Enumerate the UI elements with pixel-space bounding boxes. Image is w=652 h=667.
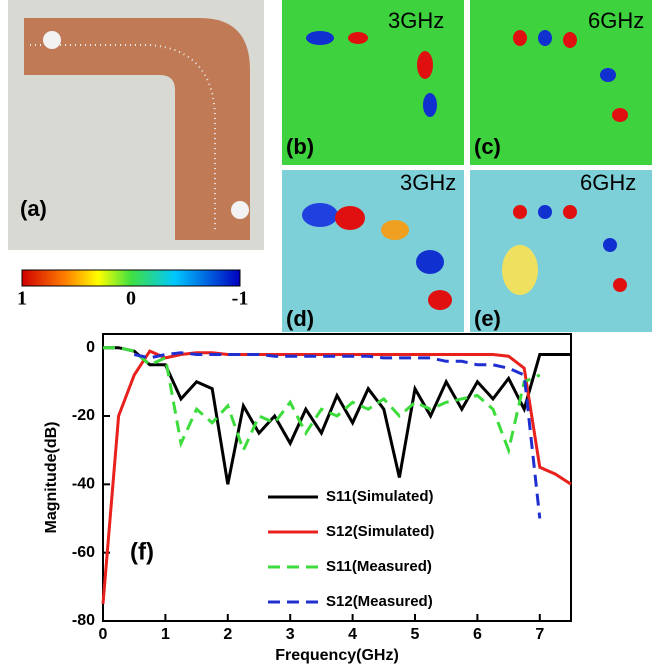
x-axis-label: Frequency(GHz) xyxy=(275,647,399,664)
x-tick-label: 1 xyxy=(161,626,170,643)
x-tick-label: 0 xyxy=(99,626,108,643)
x-tick-label: 6 xyxy=(473,626,482,643)
photo-panel: (a) xyxy=(8,0,264,250)
x-tick-label: 2 xyxy=(223,626,232,643)
x-tick-label: 3 xyxy=(286,626,295,643)
x-tick-label: 4 xyxy=(348,626,357,643)
panel-label: (b) xyxy=(286,134,314,159)
annotation: (f) xyxy=(130,538,154,565)
y-tick-label: -60 xyxy=(72,544,95,561)
y-tick-label: -20 xyxy=(72,407,95,424)
y-tick-label: -80 xyxy=(72,612,95,629)
colorbar-tick-label: -1 xyxy=(232,288,249,310)
series-line xyxy=(103,346,541,456)
legend-label: S11(Simulated) xyxy=(326,488,434,505)
colorbar-tick-label: 0 xyxy=(126,288,136,310)
panel-label: (c) xyxy=(474,134,501,159)
panel-label: (a) xyxy=(20,196,47,221)
series-line xyxy=(133,351,542,519)
legend-label: S12(Measured) xyxy=(326,593,433,610)
panel-label: (e) xyxy=(474,306,501,331)
x-tick-label: 7 xyxy=(535,626,544,643)
colorbar-tick-label: 1 xyxy=(17,288,27,310)
series-line xyxy=(101,349,572,605)
frequency-label: 3GHz xyxy=(388,8,444,33)
frequency-label: 3GHz xyxy=(400,170,456,195)
field-panel-d: 3GHz (d) xyxy=(282,170,464,332)
panel-label: (d) xyxy=(286,306,314,331)
field-panel-b: 3GHz (b) xyxy=(282,0,464,165)
plot-frame xyxy=(102,333,572,622)
field-panel-e: 6GHz (e) xyxy=(470,170,652,332)
y-tick-label: 0 xyxy=(86,339,95,356)
legend-label: S11(Measured) xyxy=(326,558,432,575)
frequency-label: 6GHz xyxy=(580,170,636,195)
y-tick-label: -40 xyxy=(72,476,95,493)
field-panel-c: 6GHz (c) xyxy=(470,0,652,165)
series-line xyxy=(103,346,571,485)
frequency-label: 6GHz xyxy=(588,8,644,33)
y-axis-label: Magnitude(dB) xyxy=(43,422,60,534)
legend-label: S12(Simulated) xyxy=(326,523,434,540)
x-tick-label: 5 xyxy=(411,626,420,643)
colorbar xyxy=(21,269,241,287)
